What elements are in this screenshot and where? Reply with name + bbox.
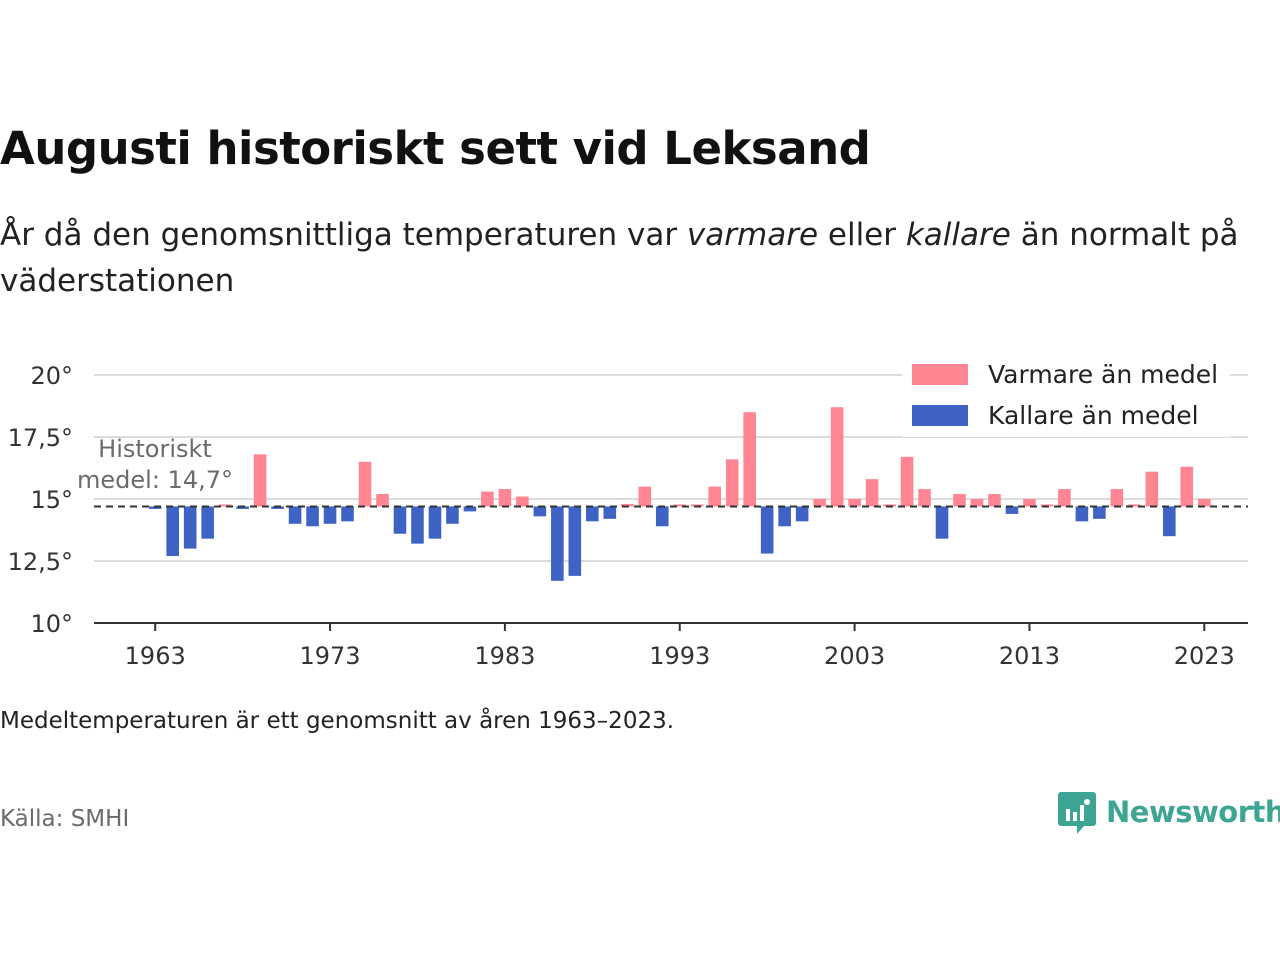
- bar-1987: [568, 506, 582, 576]
- bar-1977: [393, 506, 407, 534]
- bar-2009: [953, 494, 966, 507]
- bar-2019: [1128, 504, 1141, 507]
- y-tick-label: 17,5°: [8, 424, 73, 452]
- bar-1995: [708, 486, 722, 507]
- bar-2013: [1023, 499, 1036, 507]
- x-tick-label: 1963: [125, 642, 186, 670]
- bar-1972: [306, 506, 319, 527]
- bar-2002: [830, 407, 844, 507]
- x-tick-label: 1983: [474, 642, 535, 670]
- bar-1984: [516, 496, 529, 507]
- bar-1992: [655, 506, 669, 527]
- bar-2018: [1110, 489, 1124, 507]
- bar-1982: [481, 491, 494, 507]
- subtitle-emphasis-warmer: varmare: [686, 217, 819, 253]
- subtitle-text-1: År då den genomsnittliga temperaturen va…: [0, 217, 687, 253]
- bar-2004: [865, 479, 879, 507]
- subtitle-text-3: än normalt på väderstationen: [0, 217, 1239, 299]
- historical-mean-label-line2: medel: 14,7°: [77, 466, 233, 494]
- y-tick-label: 20°: [30, 362, 73, 390]
- bar-2012: [1005, 506, 1019, 514]
- bar-2007: [918, 489, 931, 507]
- bar-1968: [236, 506, 249, 509]
- bar-1997: [743, 412, 756, 507]
- newsworthy-logo-text: Newsworthy: [1106, 795, 1280, 829]
- bars: [148, 407, 1211, 581]
- x-axis-ticks: 1963 1973 1983 1993 2003 2013 2023: [125, 623, 1235, 670]
- bar-1996: [725, 459, 739, 507]
- legend-swatch-colder: [912, 405, 968, 426]
- bar-2001: [813, 499, 826, 507]
- bar-1978: [411, 506, 424, 544]
- bar-1963: [148, 506, 162, 509]
- bar-1990: [620, 503, 634, 507]
- bar-1985: [533, 506, 547, 517]
- bar-1964: [166, 506, 179, 557]
- temperature-bar-chart: 10° 12,5° 15° 17,5° 20° 1963 1973 1983 1993 2003…: [8, 357, 1248, 670]
- bar-2008: [935, 506, 949, 539]
- bar-1974: [341, 506, 354, 522]
- y-tick-label: 10°: [30, 610, 73, 638]
- bar-1967: [218, 504, 232, 507]
- bar-1988: [586, 506, 599, 522]
- x-tick-label: 2023: [1174, 642, 1235, 670]
- bar-2020: [1145, 471, 1159, 507]
- bar-2017: [1093, 506, 1106, 519]
- bar-2022: [1180, 466, 1194, 507]
- source-credit: Källa: SMHI: [0, 806, 130, 832]
- bar-1980: [446, 506, 459, 524]
- bar-1991: [638, 486, 652, 507]
- legend-label-colder: Kallare än medel: [988, 401, 1199, 430]
- bar-2000: [795, 506, 809, 522]
- bar-2021: [1163, 506, 1176, 537]
- bar-1971: [288, 506, 302, 524]
- y-tick-label: 15°: [30, 486, 73, 514]
- bar-2010: [970, 499, 984, 507]
- legend-label-warmer: Varmare än medel: [988, 360, 1218, 389]
- bar-2003: [848, 499, 861, 507]
- historical-mean-label-line1: Historiskt: [98, 435, 212, 463]
- bar-1970: [271, 506, 284, 509]
- bar-1979: [428, 506, 442, 539]
- bar-1993: [673, 504, 687, 507]
- bar-1976: [376, 494, 389, 507]
- chart-title: Augusti historiskt sett vid Leksand: [0, 122, 871, 175]
- bar-2023: [1197, 499, 1211, 507]
- x-tick-label: 2013: [999, 642, 1060, 670]
- x-tick-label: 2003: [824, 642, 885, 670]
- bar-1973: [323, 506, 337, 524]
- bar-1965: [183, 506, 197, 549]
- bar-1969: [253, 454, 267, 507]
- subtitle-text-2: eller: [818, 217, 906, 253]
- bar-2006: [900, 456, 914, 507]
- bar-1983: [498, 489, 512, 507]
- newsworthy-logo: Newsworthy: [1058, 790, 1280, 834]
- bar-2016: [1075, 506, 1089, 522]
- historical-mean-label: Historiskt medel: 14,7°: [77, 435, 233, 494]
- bar-1975: [358, 461, 372, 507]
- bar-1999: [778, 506, 791, 527]
- bar-2015: [1058, 489, 1071, 507]
- bar-1986: [551, 506, 564, 581]
- y-tick-label: 12,5°: [8, 548, 73, 576]
- bar-1966: [201, 506, 214, 539]
- chart-subtitle: År då den genomsnittliga temperaturen va…: [0, 212, 1240, 304]
- bar-1998: [760, 506, 774, 554]
- footnote: Medeltemperaturen är ett genomsnitt av å…: [0, 708, 675, 734]
- legend-swatch-warmer: [912, 364, 968, 385]
- newsworthy-logo-icon: [1058, 792, 1096, 834]
- x-tick-label: 1973: [300, 642, 361, 670]
- subtitle-emphasis-colder: kallare: [905, 217, 1011, 253]
- x-tick-label: 1993: [649, 642, 710, 670]
- bar-1981: [463, 506, 477, 512]
- bar-2011: [988, 494, 1001, 507]
- y-axis-tick-labels: 10° 12,5° 15° 17,5° 20°: [8, 362, 73, 638]
- chart-legend: Varmare än medel Kallare än medel: [902, 357, 1230, 437]
- bar-1989: [603, 506, 617, 519]
